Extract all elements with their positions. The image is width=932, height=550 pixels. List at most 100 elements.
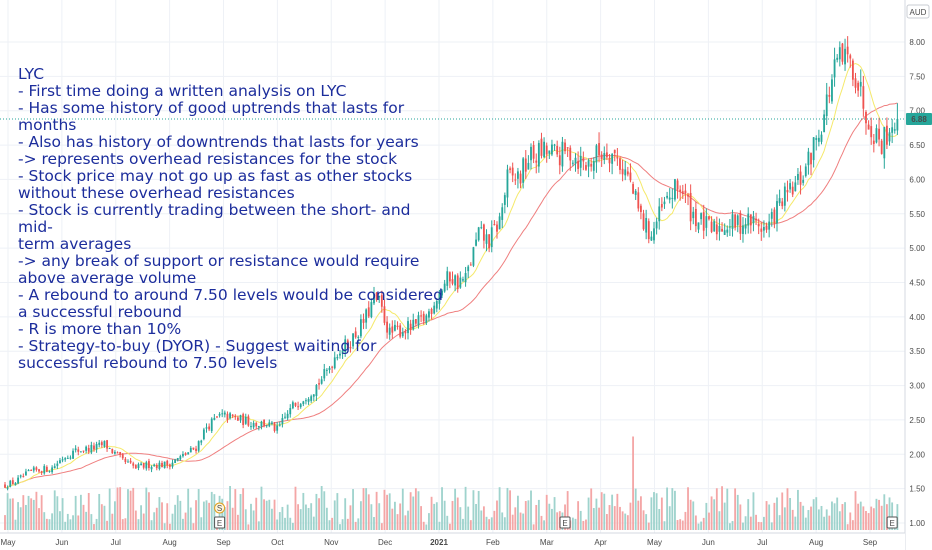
candle-body <box>537 143 540 167</box>
volume-bar <box>574 518 577 530</box>
candle-body <box>637 192 640 209</box>
candle-body <box>438 292 441 304</box>
volume-bar <box>273 499 276 530</box>
volume-bar <box>349 505 352 530</box>
volume-bar <box>624 513 627 530</box>
candle-body <box>797 174 799 181</box>
price-axis[interactable]: AUD 1.00 1.50 2.00 2.50 3.00 3.50 4.00 4.50 5.00 5… <box>904 0 932 550</box>
volume-bar <box>482 506 485 530</box>
currency-box <box>906 4 930 19</box>
volume-bar <box>409 492 412 530</box>
candle-body <box>200 440 203 443</box>
candle-body <box>299 404 302 408</box>
volume-bar <box>828 515 831 530</box>
candle-body <box>770 212 773 219</box>
candle-body <box>571 162 574 164</box>
candle-body <box>121 454 124 459</box>
candle-body <box>674 179 676 200</box>
time-axis[interactable]: May Jun Jul Aug Sep Oct Nov Dec 2021 Feb Mar Apr May… <box>0 532 905 550</box>
volume-bar <box>812 499 815 530</box>
price-tick-label: 6.50 <box>909 141 925 150</box>
candle-body <box>271 422 273 424</box>
candle-body <box>354 331 357 338</box>
candle-body <box>781 201 784 207</box>
candle-body <box>681 191 684 195</box>
volume-bar <box>45 518 48 530</box>
candle-body <box>493 224 496 226</box>
candle-body <box>786 190 789 193</box>
volume-bar <box>111 513 114 530</box>
volume-bar <box>69 519 72 530</box>
candle-body <box>757 223 760 227</box>
volume-bar <box>501 512 504 530</box>
volume-bar <box>710 496 713 530</box>
candle-body <box>511 167 514 176</box>
candle-body <box>383 306 386 323</box>
volume-bar <box>294 486 297 530</box>
volume-bar <box>488 519 491 530</box>
volume-bar <box>373 517 375 530</box>
volume-bar <box>522 513 525 530</box>
volume-bar <box>420 506 423 530</box>
volume-bar <box>48 519 51 530</box>
candle-body <box>82 450 85 452</box>
volume-bar <box>121 519 124 530</box>
candle-body <box>250 426 252 428</box>
candle-body <box>579 155 582 168</box>
candle-body <box>645 217 648 233</box>
volume-bar <box>870 506 873 530</box>
candle-body <box>247 416 250 426</box>
volume-bar <box>684 511 687 530</box>
candle-body <box>171 462 174 467</box>
annotation-line: LYC <box>18 65 45 83</box>
volume-bar <box>485 516 488 530</box>
candle-body <box>561 141 564 167</box>
volume-bar <box>59 511 61 530</box>
candle-body <box>85 446 88 451</box>
volume-bar <box>333 500 336 530</box>
candle-body <box>25 471 27 476</box>
price-tick-label: 6.00 <box>909 175 925 184</box>
candle-body <box>281 418 284 425</box>
candle-body <box>90 444 93 453</box>
candle-body <box>585 165 587 170</box>
event-markers: E E ES <box>214 502 898 529</box>
candle-body <box>744 224 747 229</box>
volume-bar <box>841 504 844 530</box>
candle-body <box>705 216 708 228</box>
volume-bar <box>851 520 854 530</box>
volume-bar <box>171 513 174 530</box>
volume-bar <box>132 487 135 530</box>
candle-body <box>679 189 682 192</box>
candle-body <box>430 308 433 314</box>
volume-bar <box>399 503 402 530</box>
volume-bar <box>74 495 77 530</box>
candle-body <box>216 416 218 418</box>
price-tick-label: 5.50 <box>909 210 925 219</box>
candle-body <box>841 43 844 62</box>
candle-body <box>318 383 320 385</box>
candle-body <box>490 227 493 248</box>
candle-body <box>357 336 360 338</box>
candle-body <box>11 480 14 485</box>
volume-bar <box>891 502 894 530</box>
volume-bar <box>619 506 621 530</box>
volume-bar <box>446 515 449 530</box>
volume-bar <box>540 515 543 530</box>
candle-body <box>600 154 603 159</box>
volume-bar <box>255 497 258 530</box>
volume-bar <box>752 492 755 530</box>
volume-bar <box>113 501 116 530</box>
candle-body <box>660 204 663 208</box>
annotation-line: term averages <box>18 235 132 253</box>
volume-bar <box>370 504 373 530</box>
candle-body <box>48 471 51 473</box>
volume-bar <box>742 522 744 530</box>
time-tick-label: Oct <box>271 538 284 547</box>
candle-body <box>226 413 229 420</box>
volume-bar <box>197 489 200 530</box>
candle-body <box>30 469 33 471</box>
volume-bar <box>414 488 417 530</box>
candle-body <box>422 313 425 322</box>
